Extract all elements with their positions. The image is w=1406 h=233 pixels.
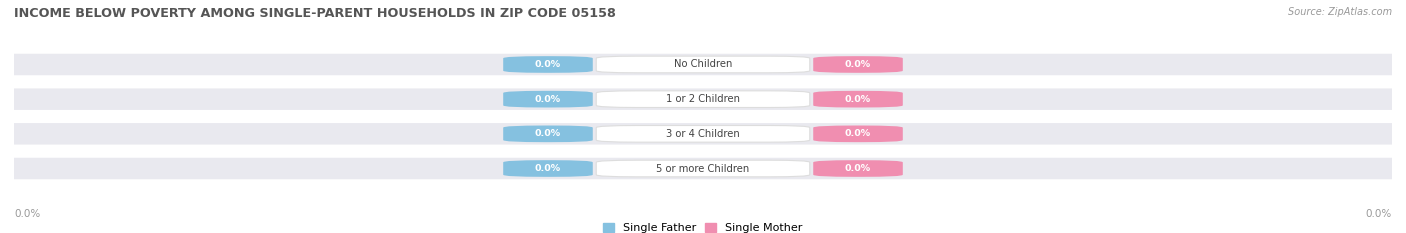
- Text: INCOME BELOW POVERTY AMONG SINGLE-PARENT HOUSEHOLDS IN ZIP CODE 05158: INCOME BELOW POVERTY AMONG SINGLE-PARENT…: [14, 7, 616, 20]
- FancyBboxPatch shape: [503, 160, 593, 177]
- Text: 3 or 4 Children: 3 or 4 Children: [666, 129, 740, 139]
- FancyBboxPatch shape: [596, 56, 810, 73]
- Text: 0.0%: 0.0%: [845, 60, 872, 69]
- FancyBboxPatch shape: [813, 126, 903, 142]
- FancyBboxPatch shape: [813, 160, 903, 177]
- Text: 0.0%: 0.0%: [14, 209, 41, 219]
- Text: No Children: No Children: [673, 59, 733, 69]
- FancyBboxPatch shape: [503, 126, 593, 142]
- FancyBboxPatch shape: [813, 91, 903, 107]
- FancyBboxPatch shape: [503, 56, 593, 73]
- FancyBboxPatch shape: [596, 160, 810, 177]
- Text: 5 or more Children: 5 or more Children: [657, 164, 749, 174]
- Text: 0.0%: 0.0%: [1365, 209, 1392, 219]
- Text: 0.0%: 0.0%: [845, 164, 872, 173]
- FancyBboxPatch shape: [596, 126, 810, 142]
- Text: 0.0%: 0.0%: [534, 60, 561, 69]
- FancyBboxPatch shape: [0, 54, 1406, 75]
- FancyBboxPatch shape: [596, 91, 810, 107]
- Text: Source: ZipAtlas.com: Source: ZipAtlas.com: [1288, 7, 1392, 17]
- Text: 0.0%: 0.0%: [845, 95, 872, 104]
- Text: 0.0%: 0.0%: [845, 129, 872, 138]
- Text: 0.0%: 0.0%: [534, 164, 561, 173]
- FancyBboxPatch shape: [0, 158, 1406, 179]
- Text: 1 or 2 Children: 1 or 2 Children: [666, 94, 740, 104]
- Text: 0.0%: 0.0%: [534, 95, 561, 104]
- FancyBboxPatch shape: [503, 91, 593, 107]
- FancyBboxPatch shape: [813, 56, 903, 73]
- FancyBboxPatch shape: [0, 88, 1406, 110]
- Legend: Single Father, Single Mother: Single Father, Single Mother: [603, 223, 803, 233]
- Text: 0.0%: 0.0%: [534, 129, 561, 138]
- FancyBboxPatch shape: [0, 123, 1406, 145]
